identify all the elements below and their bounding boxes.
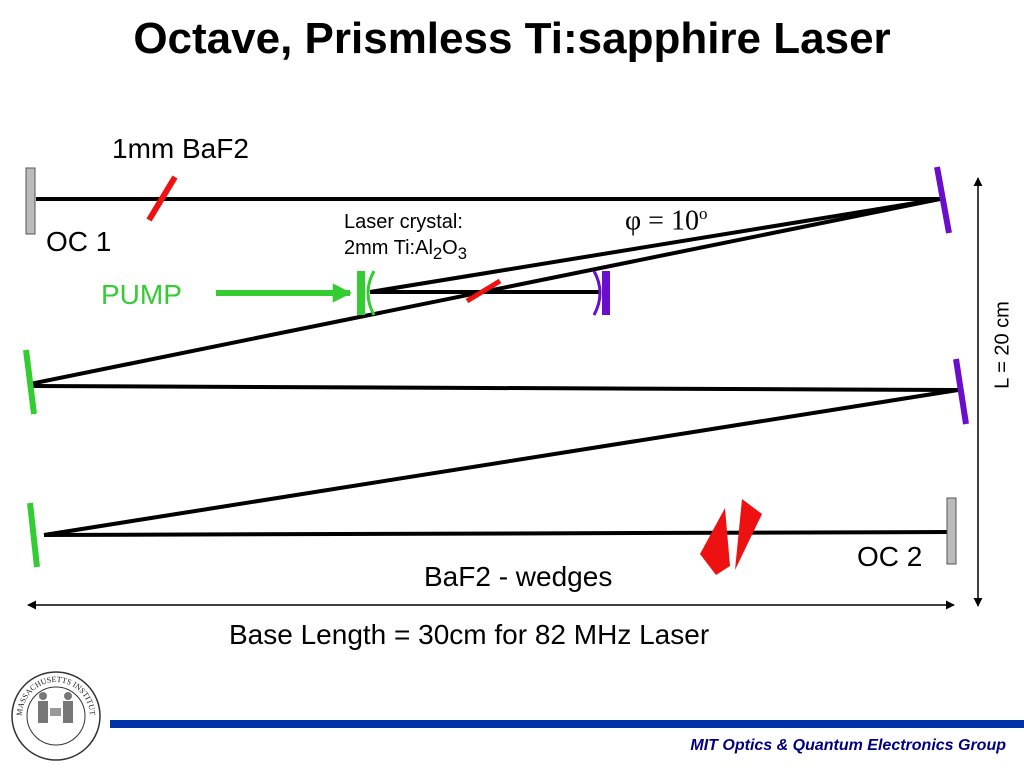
base-length-label: Base Length = 30cm for 82 MHz Laser xyxy=(229,619,710,650)
green-pump-mirror xyxy=(357,270,376,316)
wedges-label: BaF2 - wedges xyxy=(424,561,613,592)
crystal-label-line2: 2mm Ti:Al2O3 xyxy=(344,237,467,263)
beam-segment xyxy=(29,384,959,392)
footer-bar xyxy=(110,720,1024,728)
output-coupler-1 xyxy=(25,167,36,235)
oc2-label: OC 2 xyxy=(857,541,923,572)
height-label: L = 20 cm xyxy=(991,301,1014,389)
svg-text:MASSACHUSETTS INSTITUTE OF TEC: MASSACHUSETTS INSTITUTE OF TECHNOLOGY xyxy=(0,0,97,716)
baf2-plate-label: 1mm BaF2 xyxy=(112,133,249,164)
baf2-wedges xyxy=(700,499,762,575)
slide-title: Octave, Prismless Ti:sapphire Laser xyxy=(133,14,891,63)
beam-segment xyxy=(369,197,941,294)
angle-label: φ = 10o xyxy=(625,204,708,237)
footer-text: MIT Optics & Quantum Electronics Group xyxy=(690,737,1006,754)
purple-mirror-middle xyxy=(953,358,969,425)
pump-label: PUMP xyxy=(101,279,182,310)
crystal-label: Laser crystal: 2mm Ti:Al2O3 xyxy=(344,209,467,267)
beam-segment xyxy=(43,388,959,537)
purple-end-mirror xyxy=(592,270,610,316)
beam-path xyxy=(29,197,959,537)
seal-text: MASSACHUSETTS INSTITUTE OF TECHNOLOGY xyxy=(0,0,97,716)
output-coupler-2 xyxy=(946,497,957,565)
beam-segment xyxy=(43,530,949,537)
laser-crystal xyxy=(465,278,502,304)
baf2-plate xyxy=(146,175,178,222)
green-mirror-bottom xyxy=(27,502,40,568)
green-mirror-left xyxy=(23,349,37,415)
oc1-label: OC 1 xyxy=(46,226,112,257)
crystal-label-line1: Laser crystal: xyxy=(344,211,463,233)
purple-mirror-top xyxy=(934,166,952,234)
